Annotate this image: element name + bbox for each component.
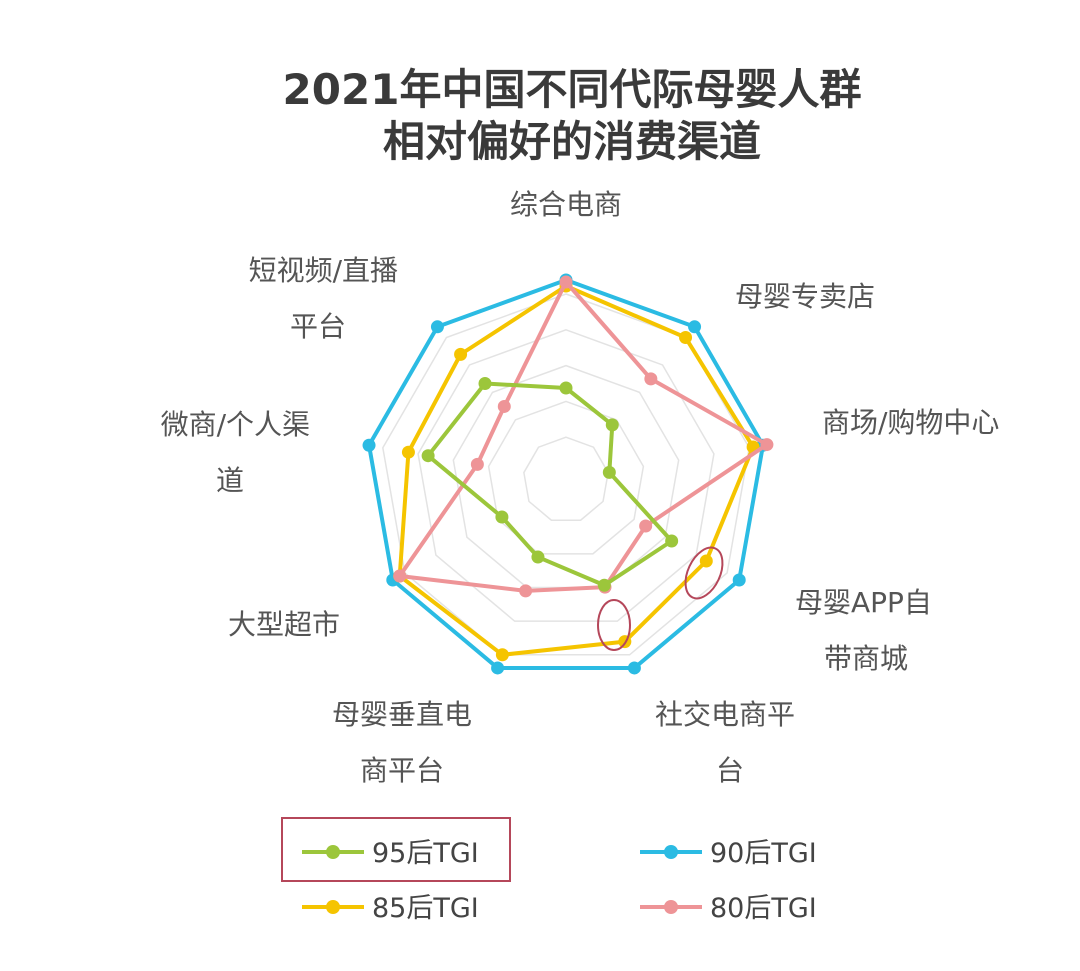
axis-label-8-line-1: 微商/个人渠: [161, 408, 310, 441]
data-point: [393, 569, 407, 583]
legend-item-85后TGI: 85后TGI: [302, 893, 479, 924]
axis-label-6-line-1: 母婴垂直电: [332, 698, 472, 731]
series-80后TGI: [393, 275, 774, 598]
axis-label-6-line-2: 商平台: [360, 754, 444, 787]
legend-swatch-dot: [326, 900, 340, 914]
highlight-annotations: [597, 546, 724, 651]
data-point: [454, 347, 468, 361]
data-point: [605, 418, 619, 432]
series-90后TGI: [362, 273, 770, 675]
grid-ring-2: [487, 400, 645, 555]
highlight-circle-social: [597, 599, 631, 651]
series-95后TGI: [421, 376, 679, 592]
grid-ring-1: [523, 436, 609, 521]
axis-label-4-line-2: 带商城: [824, 642, 908, 675]
legend-label: 90后TGI: [710, 838, 817, 869]
series-line: [367, 278, 765, 670]
data-point: [639, 519, 653, 533]
data-point: [495, 648, 509, 662]
data-point: [362, 438, 376, 452]
legend-swatch-dot: [326, 845, 340, 859]
legend-item-80后TGI: 80后TGI: [640, 893, 817, 924]
data-point: [644, 372, 658, 386]
data-point: [760, 438, 774, 452]
axis-label-9-line-1: 短视频/直播: [249, 254, 398, 287]
legend-swatch-dot: [664, 845, 678, 859]
data-point: [519, 584, 533, 598]
highlight-circle-app: [684, 546, 724, 600]
legend-highlight-box: [281, 817, 511, 882]
axis-label-1-line-1: 综合电商: [510, 188, 622, 221]
legend-label: 85后TGI: [372, 893, 479, 924]
legend-item-95后TGI: 95后TGI: [302, 838, 479, 869]
data-point: [732, 573, 746, 587]
axis-label-8-line-2: 道: [216, 464, 244, 497]
data-point: [665, 534, 679, 548]
data-point: [497, 399, 511, 413]
axis-label-4-line-1: 母婴APP自: [795, 586, 932, 619]
data-point: [478, 376, 492, 390]
data-point: [401, 445, 415, 459]
legend-label: 80后TGI: [710, 893, 817, 924]
data-point: [559, 275, 573, 289]
chart-title: 2021年中国不同代际母婴人群 相对偏好的消费渠道: [283, 65, 862, 166]
chart-title-line-1: 2021年中国不同代际母婴人群: [283, 65, 862, 114]
legend: 95后TGI 90后TGI 85后TGI 80后TGI: [281, 817, 817, 924]
axis-label-5-line-2: 台: [716, 754, 744, 787]
series-line: [426, 381, 674, 588]
chart-title-line-2: 相对偏好的消费渠道: [383, 117, 761, 166]
data-point: [430, 320, 444, 334]
grid-ring-4: [417, 329, 715, 622]
data-point: [531, 550, 545, 564]
axis-label-3-line-1: 商场/购物中心: [822, 406, 999, 439]
series-line: [397, 284, 756, 657]
data-point: [597, 578, 611, 592]
legend-item-90后TGI: 90后TGI: [640, 838, 817, 869]
axis-label-5-line-1: 社交电商平: [655, 698, 795, 731]
axis-label-2-line-1: 母婴专卖店: [735, 280, 875, 313]
data-point: [627, 661, 641, 675]
legend-label: 95后TGI: [372, 838, 479, 869]
data-point: [495, 510, 509, 524]
data-point: [699, 554, 713, 568]
data-point: [559, 381, 573, 395]
axis-label-7-line-1: 大型超市: [228, 608, 340, 641]
data-point: [688, 320, 702, 334]
axis-label-9-line-2: 平台: [290, 310, 346, 343]
radar-series: [362, 273, 774, 675]
series-line: [397, 280, 769, 593]
data-point: [421, 449, 435, 463]
data-point: [602, 465, 616, 479]
data-point: [470, 457, 484, 471]
legend-swatch-dot: [664, 900, 678, 914]
data-point: [491, 661, 505, 675]
data-point: [679, 331, 693, 345]
